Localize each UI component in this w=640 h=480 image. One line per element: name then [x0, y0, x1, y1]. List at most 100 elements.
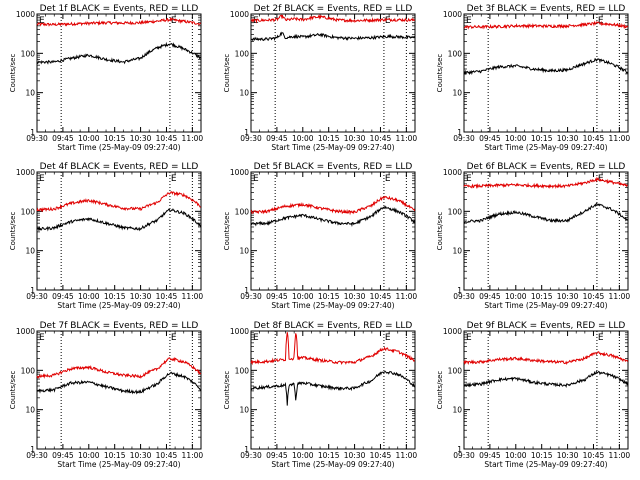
y-tick-label: 1000: [16, 10, 35, 19]
chart-title: Det 5f BLACK = Events, RED = LLD: [254, 162, 413, 172]
y-axis-label: Counts/sec: [223, 212, 231, 251]
x-tick-label: 09:30: [453, 134, 475, 143]
events-series-line: [36, 371, 201, 395]
y-tick-label: 100: [235, 49, 250, 58]
chart-title: Det 6f BLACK = Events, RED = LLD: [467, 162, 626, 172]
events-series-line: [250, 370, 416, 406]
chart-panel-4: Det 4f BLACK = Events, RED = LLD 1 10 100 10…: [9, 162, 203, 310]
y-tick-label: 100: [21, 49, 36, 58]
y-tick-label: 10: [239, 247, 249, 256]
chart-panel-1: Det 1f BLACK = Events, RED = LLD 1 10 100 10…: [9, 4, 203, 152]
x-tick-label: 10:45: [370, 451, 392, 460]
time-marker-label: E: [385, 174, 391, 184]
y-axis-label: Counts/sec: [223, 371, 231, 410]
y-tick-label: 1000: [16, 327, 35, 336]
chart-title: Det 1f BLACK = Events, RED = LLD: [40, 4, 199, 14]
x-axis-label: Start Time (25-May-09 09:27:40): [271, 143, 394, 152]
y-tick-label: 10: [25, 406, 35, 415]
plot-frame: [250, 330, 416, 450]
plot-frame: [250, 171, 416, 291]
y-tick-label: 10: [239, 406, 249, 415]
x-tick-label: 09:45: [52, 134, 74, 143]
x-tick-label: 10:15: [318, 134, 340, 143]
x-tick-label: 10:30: [344, 134, 366, 143]
x-tick-label: 10:30: [344, 292, 366, 301]
x-tick-label: 11:00: [609, 451, 631, 460]
y-tick-label: 1: [457, 286, 462, 295]
corner-marker-label: E: [466, 174, 472, 184]
y-tick-label: 100: [21, 207, 36, 216]
lld-series-line: [250, 332, 416, 366]
x-tick-label: 09:45: [266, 134, 288, 143]
time-marker-label: E: [598, 333, 604, 343]
x-tick-label: 09:45: [479, 134, 501, 143]
x-tick-label: 11:00: [182, 292, 204, 301]
x-tick-label: 10:15: [104, 292, 126, 301]
y-tick-label: 1: [244, 445, 249, 454]
time-marker-label: E: [385, 333, 391, 343]
y-axis-label: Counts/sec: [436, 212, 444, 251]
corner-marker-label: E: [253, 333, 259, 343]
x-tick-label: 10:00: [292, 451, 314, 460]
time-marker-label: E: [171, 174, 177, 184]
x-tick-label: 10:15: [531, 451, 553, 460]
y-tick-label: 100: [448, 207, 463, 216]
y-axis-label: Counts/sec: [436, 54, 444, 93]
x-tick-label: 10:15: [318, 451, 340, 460]
y-axis-label: Counts/sec: [9, 54, 17, 93]
chart-panel-7: Det 7f BLACK = Events, RED = LLD 1 10 100 10…: [9, 321, 203, 469]
x-tick-label: 10:45: [583, 292, 605, 301]
x-tick-label: 09:45: [266, 451, 288, 460]
plot-frame: [36, 13, 202, 133]
y-tick-label: 1: [457, 445, 462, 454]
y-tick-label: 1: [30, 286, 35, 295]
chart-panel-3: Det 3f BLACK = Events, RED = LLD 1 10 100 10…: [436, 4, 630, 152]
x-axis-label: Start Time (25-May-09 09:27:40): [57, 460, 180, 469]
y-tick-label: 1: [30, 445, 35, 454]
x-tick-label: 09:30: [453, 292, 475, 301]
chart-title: Det 8f BLACK = Events, RED = LLD: [254, 321, 413, 331]
x-tick-label: 10:45: [583, 451, 605, 460]
x-tick-label: 09:45: [266, 292, 288, 301]
chart-panel-9: Det 9f BLACK = Events, RED = LLD 1 10 100 10…: [436, 321, 630, 469]
time-marker-label: E: [385, 16, 391, 26]
chart-title: Det 2f BLACK = Events, RED = LLD: [254, 4, 413, 14]
y-tick-label: 10: [25, 89, 35, 98]
x-tick-label: 10:45: [156, 292, 178, 301]
chart-title: Det 9f BLACK = Events, RED = LLD: [467, 321, 626, 331]
y-tick-label: 1000: [230, 10, 249, 19]
x-tick-label: 10:45: [370, 292, 392, 301]
y-tick-label: 100: [448, 366, 463, 375]
x-tick-label: 10:00: [505, 134, 527, 143]
y-tick-label: 1000: [230, 168, 249, 177]
x-tick-label: 11:00: [396, 134, 418, 143]
chart-title: Det 7f BLACK = Events, RED = LLD: [40, 321, 199, 331]
corner-marker-label: E: [39, 333, 45, 343]
y-tick-label: 10: [25, 247, 35, 256]
y-tick-label: 10: [452, 89, 462, 98]
x-tick-label: 10:30: [130, 292, 152, 301]
x-tick-label: 10:45: [370, 134, 392, 143]
x-tick-label: 10:30: [130, 451, 152, 460]
x-tick-label: 11:00: [609, 134, 631, 143]
corner-marker-label: E: [466, 333, 472, 343]
x-tick-label: 10:00: [505, 451, 527, 460]
x-tick-label: 11:00: [609, 292, 631, 301]
x-tick-label: 09:45: [52, 292, 74, 301]
y-tick-label: 1: [244, 128, 249, 137]
x-tick-label: 09:30: [26, 292, 48, 301]
x-tick-label: 10:15: [531, 292, 553, 301]
x-tick-label: 11:00: [182, 134, 204, 143]
y-tick-label: 1: [244, 286, 249, 295]
lld-series-line: [463, 20, 629, 30]
x-tick-label: 10:30: [557, 134, 579, 143]
y-tick-label: 1000: [443, 327, 462, 336]
events-series-line: [463, 370, 629, 388]
lld-series-line: [250, 13, 416, 24]
y-tick-label: 1000: [16, 168, 35, 177]
x-axis-label: Start Time (25-May-09 09:27:40): [57, 143, 180, 152]
y-axis-label: Counts/sec: [9, 371, 17, 410]
x-tick-label: 10:45: [583, 134, 605, 143]
corner-marker-label: E: [39, 174, 45, 184]
